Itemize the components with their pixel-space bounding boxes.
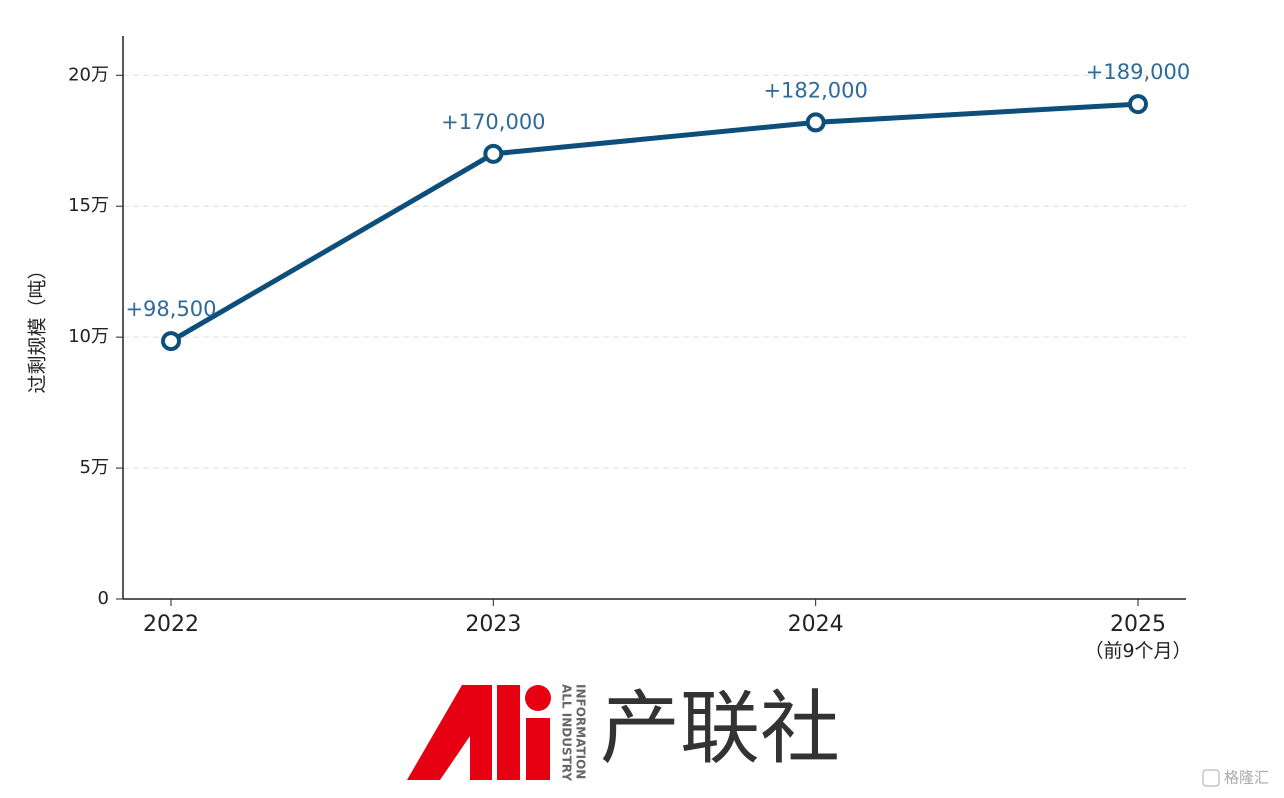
point xyxy=(805,112,826,133)
watermark-icon xyxy=(1202,769,1220,787)
logo-mark xyxy=(407,685,492,780)
line-series xyxy=(169,101,1139,344)
x-tick-label: 2025 （前9个月） xyxy=(1084,612,1191,662)
y-tick-label: 15万 xyxy=(68,195,109,216)
logo-name: 产联社 xyxy=(600,682,840,775)
logo-mark xyxy=(526,718,550,780)
y-tick-label: 5万 xyxy=(80,457,109,478)
logo-tagline: INFORMATION xyxy=(574,684,588,779)
data-label: +189,000 xyxy=(1086,60,1190,84)
watermark: 格隆汇 xyxy=(1224,769,1269,787)
x-tick-label: 2023 xyxy=(465,612,521,637)
y-tick-label: 0 xyxy=(98,588,109,609)
logo-mark xyxy=(525,685,551,711)
y-tick-label: 10万 xyxy=(68,326,109,347)
data-label: +170,000 xyxy=(441,110,545,134)
point xyxy=(483,143,504,164)
x-tick-label: 2022 xyxy=(143,612,199,637)
data-label: +182,000 xyxy=(763,78,867,102)
logo-mark xyxy=(497,685,520,780)
data-label: +98,500 xyxy=(125,297,216,321)
point xyxy=(1128,94,1148,115)
logo-tagline: ALL INDUSTRY xyxy=(560,684,574,781)
point xyxy=(161,331,181,352)
y-axis-label: 过剩规模（吨） xyxy=(27,260,49,393)
x-tick-label: 2024 xyxy=(788,612,844,637)
logo: ALL INDUSTRY INFORMATION 产联社 xyxy=(407,682,840,781)
y-tick-label: 20万 xyxy=(68,64,109,85)
